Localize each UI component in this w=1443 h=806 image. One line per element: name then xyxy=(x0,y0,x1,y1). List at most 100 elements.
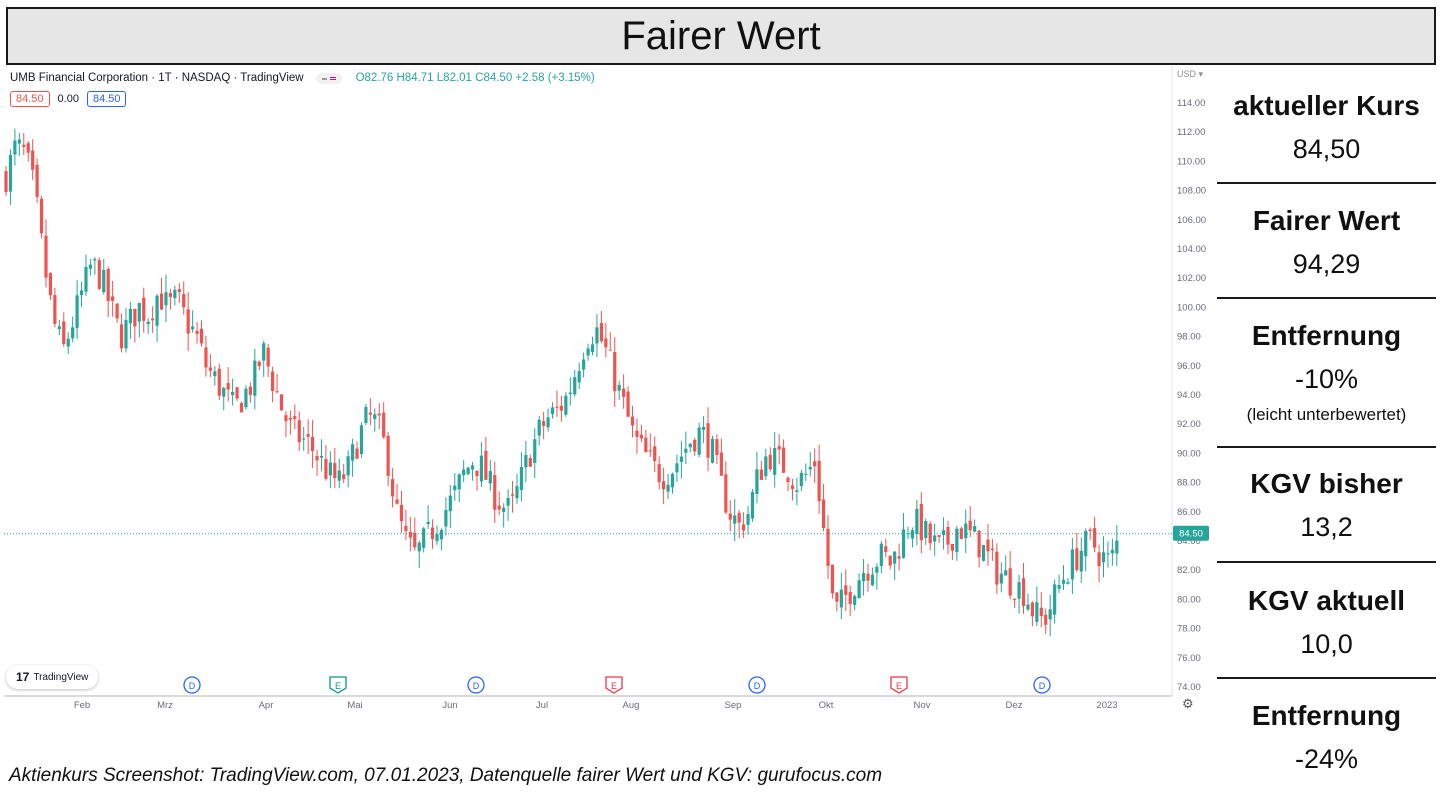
y-tick-label: 110.00 xyxy=(1177,156,1205,167)
side-divider xyxy=(1217,677,1436,679)
y-tick-label: 84.00 xyxy=(1177,536,1201,547)
candle xyxy=(861,558,866,596)
x-tick-label: Feb xyxy=(74,700,90,711)
candle xyxy=(1115,525,1119,567)
candle xyxy=(479,442,484,488)
candle xyxy=(542,411,546,440)
candle xyxy=(573,370,577,397)
side-item: aktueller Kurs 84,50 xyxy=(1217,90,1436,165)
side-item-label: Fairer Wert xyxy=(1252,205,1401,236)
candle xyxy=(688,442,692,453)
candle xyxy=(39,196,44,239)
candle xyxy=(191,310,195,333)
indicator-toggle-icon[interactable] xyxy=(315,72,342,84)
event-marker[interactable]: E xyxy=(890,676,908,694)
candle xyxy=(750,489,755,522)
gear-icon[interactable]: ⚙ xyxy=(1182,696,1194,711)
candle xyxy=(444,497,448,536)
candle xyxy=(377,403,381,430)
y-tick-label: 86.00 xyxy=(1177,507,1201,518)
candle xyxy=(955,525,959,561)
candle xyxy=(186,292,190,352)
currency-label[interactable]: USD ▾ xyxy=(1177,69,1204,79)
candle xyxy=(111,280,115,317)
candle xyxy=(102,258,106,295)
svg-text:E: E xyxy=(896,681,902,691)
candle xyxy=(653,436,657,473)
candle xyxy=(1070,537,1074,595)
event-marker[interactable]: E xyxy=(605,676,623,694)
candle xyxy=(519,452,524,502)
candle xyxy=(430,519,435,549)
candle xyxy=(781,439,786,473)
candle xyxy=(324,445,328,481)
candle xyxy=(719,438,723,476)
candle xyxy=(284,411,288,438)
candle xyxy=(44,219,48,288)
candle xyxy=(466,466,470,476)
event-marker[interactable]: D xyxy=(467,676,485,694)
candle xyxy=(844,569,848,612)
last-price-tag xyxy=(1173,525,1209,541)
candle xyxy=(973,519,977,533)
candle xyxy=(577,362,581,389)
y-tick-label: 106.00 xyxy=(1177,215,1206,226)
candle xyxy=(164,274,168,323)
y-tick-label: 82.00 xyxy=(1177,565,1201,576)
candle xyxy=(328,451,332,488)
event-marker[interactable]: D xyxy=(1033,676,1051,694)
candle xyxy=(502,503,506,528)
event-marker[interactable]: D xyxy=(183,676,201,694)
y-tick-label: 92.00 xyxy=(1177,419,1201,430)
candlestick-chart[interactable]: 114.00 112.00 110.00 108.00 106.00 104.00 102.… xyxy=(0,66,1212,716)
candle xyxy=(795,477,799,506)
candle xyxy=(870,567,875,586)
candle xyxy=(497,491,501,516)
candle xyxy=(622,374,626,409)
candle xyxy=(199,320,204,347)
candle xyxy=(244,385,248,410)
side-item: Entfernung -10% (leicht unterbewertet) xyxy=(1217,320,1436,425)
side-divider xyxy=(1217,561,1436,563)
candle xyxy=(608,332,612,351)
candle xyxy=(617,380,621,401)
candle xyxy=(470,461,475,481)
candle xyxy=(457,473,461,503)
candle xyxy=(715,434,719,465)
event-marker[interactable]: D xyxy=(748,676,766,694)
candle xyxy=(813,448,817,483)
x-tick-label: Mrz xyxy=(157,700,173,711)
side-item-label: KGV aktuell xyxy=(1247,585,1406,616)
candle xyxy=(524,440,528,482)
candle xyxy=(422,526,426,553)
candle xyxy=(364,403,368,426)
candle xyxy=(231,378,235,406)
candle xyxy=(177,282,181,303)
candle xyxy=(373,408,377,432)
y-tick-label: 80.00 xyxy=(1177,594,1201,605)
candle xyxy=(950,543,955,560)
candle xyxy=(382,402,386,439)
candle xyxy=(888,555,892,570)
candle xyxy=(337,458,341,489)
y-tick-label: 104.00 xyxy=(1177,244,1206,255)
last-price-tag-label: 84.50 xyxy=(1179,529,1203,540)
candle xyxy=(826,515,830,580)
side-item-value: 84,50 xyxy=(1292,134,1361,164)
candle xyxy=(906,526,910,540)
candle xyxy=(124,308,128,353)
side-divider xyxy=(1217,446,1436,448)
sell-price-badge[interactable]: 84.50 xyxy=(10,91,50,107)
tradingview-logo[interactable]: 17 TradingView xyxy=(6,665,98,689)
candle xyxy=(248,382,252,403)
candle xyxy=(448,484,452,529)
side-item: KGV bisher 13,2 xyxy=(1217,468,1436,543)
candle xyxy=(31,139,35,180)
x-tick-label: Apr xyxy=(259,700,274,711)
buy-price-badge[interactable]: 84.50 xyxy=(86,91,127,107)
chart-area[interactable]: 114.00 112.00 110.00 108.00 106.00 104.00 102.… xyxy=(0,66,1212,716)
candle xyxy=(928,521,932,551)
candle xyxy=(226,367,230,402)
event-marker[interactable]: E xyxy=(329,676,347,694)
candle xyxy=(342,463,346,484)
